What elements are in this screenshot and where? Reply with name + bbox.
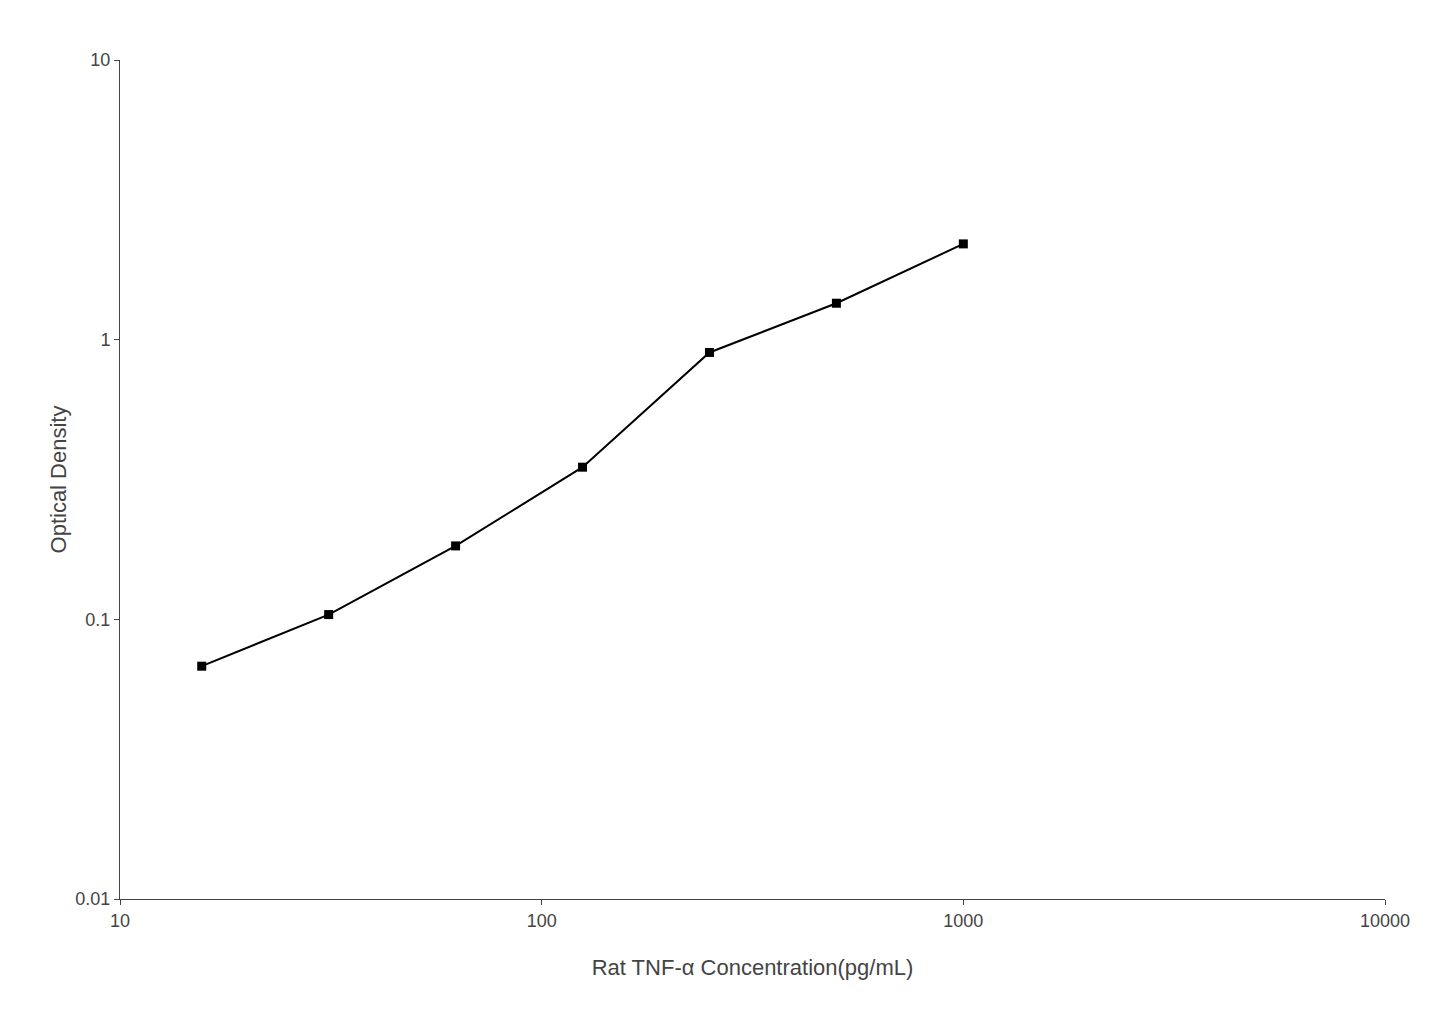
- svg-text:1: 1: [100, 330, 110, 350]
- svg-text:10000: 10000: [1360, 911, 1410, 931]
- svg-text:Optical Density: Optical Density: [46, 406, 71, 554]
- svg-text:0.01: 0.01: [75, 889, 110, 909]
- svg-text:Rat TNF-α Concentration(pg/mL): Rat TNF-α Concentration(pg/mL): [592, 955, 914, 980]
- svg-text:1000: 1000: [943, 911, 983, 931]
- svg-text:10: 10: [110, 911, 130, 931]
- svg-text:10: 10: [90, 50, 110, 70]
- svg-text:100: 100: [527, 911, 557, 931]
- svg-text:0.1: 0.1: [85, 610, 110, 630]
